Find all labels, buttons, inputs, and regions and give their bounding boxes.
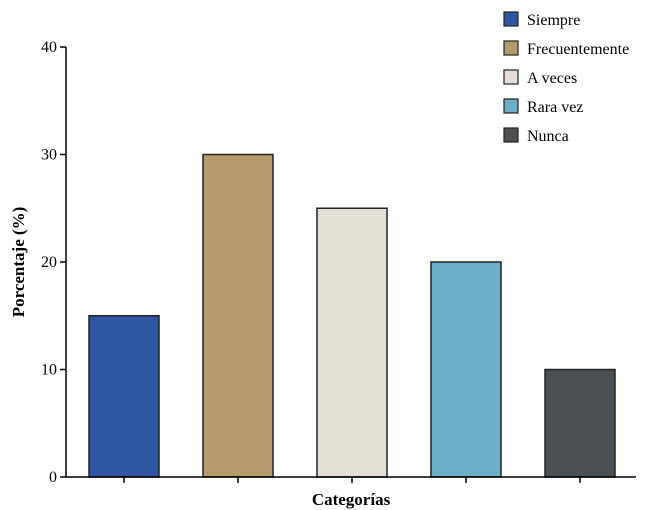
legend-label: A veces	[527, 70, 577, 87]
bar-siempre	[88, 315, 160, 478]
y-tick-label: 0	[49, 469, 57, 486]
y-tick-label: 40	[41, 39, 57, 56]
legend-swatch-frecuentemente	[503, 40, 519, 56]
legend-label: Nunca	[527, 128, 569, 145]
bar-nunca	[544, 368, 616, 478]
bar-frecuentemente	[202, 153, 274, 478]
legend-swatch-rara-vez	[503, 98, 519, 114]
legend-label: Siempre	[527, 12, 580, 29]
legend-swatch-nunca	[503, 127, 519, 143]
legend-label: Frecuentemente	[527, 41, 629, 58]
bars-group	[88, 153, 616, 478]
axes-group: 0 10 20 30 40	[41, 39, 636, 486]
legend-label: Rara vez	[527, 99, 583, 116]
y-axis-title: Porcentaje (%)	[9, 207, 28, 318]
y-tick-label: 20	[41, 254, 57, 271]
legend-swatch-a-veces	[503, 69, 519, 85]
x-axis-title: Categorías	[312, 490, 391, 509]
legend-swatch-siempre	[503, 11, 519, 27]
legend: Siempre Frecuentemente A veces Rara vez Nunc…	[503, 11, 629, 145]
y-tick-label: 30	[41, 147, 57, 164]
bar-rara-vez	[430, 261, 502, 478]
y-tick-label: 10	[41, 362, 57, 379]
bar-a-veces	[316, 207, 388, 478]
